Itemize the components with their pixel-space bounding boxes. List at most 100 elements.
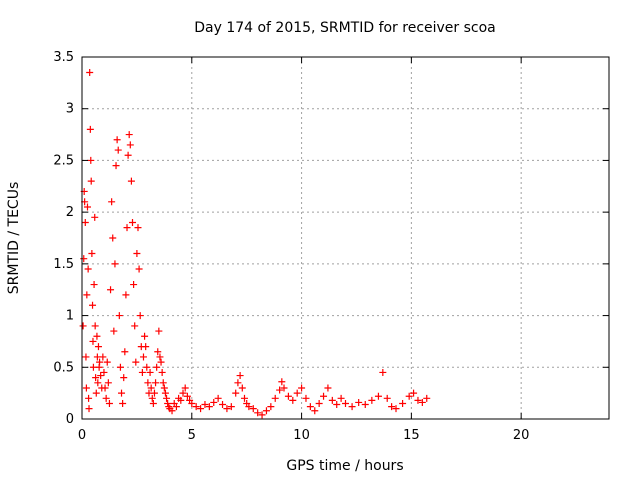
data-point (94, 379, 102, 387)
data-point (368, 396, 376, 404)
data-point (139, 353, 147, 361)
data-point (108, 198, 116, 206)
x-tick-label: 5 (188, 428, 196, 443)
data-point (148, 394, 156, 402)
data-point (158, 368, 166, 376)
data-point (388, 403, 396, 411)
data-point (249, 405, 257, 413)
data-point (276, 386, 284, 394)
data-point (163, 394, 171, 402)
data-point (324, 384, 332, 392)
data-point (147, 384, 155, 392)
data-point (236, 372, 244, 380)
data-point (328, 396, 336, 404)
data-point (293, 389, 301, 397)
data-point (126, 141, 134, 149)
data-point (205, 403, 213, 411)
data-point (278, 378, 286, 386)
data-point (103, 358, 111, 366)
data-point (110, 327, 118, 335)
x-axis-label: GPS time / hours (286, 458, 403, 474)
data-point (130, 281, 138, 289)
data-point (418, 398, 426, 406)
y-tick-label: 2 (66, 205, 74, 220)
data-point (142, 343, 150, 351)
data-point (342, 399, 349, 407)
y-tick-label: 1 (66, 309, 74, 324)
data-point (192, 403, 200, 411)
data-point (374, 392, 382, 400)
data-point (83, 203, 91, 211)
data-point (315, 399, 323, 407)
data-point (89, 337, 97, 345)
data-point (136, 312, 144, 320)
data-point (79, 322, 87, 330)
data-point (320, 392, 328, 400)
data-point (153, 363, 161, 371)
data-point (135, 265, 143, 273)
grid-lines (82, 57, 609, 419)
data-point (183, 392, 191, 400)
data-point (87, 177, 95, 185)
data-point (383, 394, 391, 402)
x-tick-label: 0 (78, 428, 86, 443)
data-point (337, 394, 345, 402)
data-point (133, 250, 141, 258)
data-point (116, 363, 124, 371)
data-point (172, 403, 180, 411)
data-point (197, 405, 205, 413)
data-point (92, 374, 100, 382)
axis-ticks: 0 0.5 1 1.5 2 2.5 3 3.5 0 5 10 15 20 (53, 50, 609, 443)
data-point (156, 353, 164, 361)
data-point (405, 392, 413, 400)
x-tick-label: 20 (513, 428, 530, 443)
data-point (164, 399, 172, 407)
data-points (79, 69, 431, 419)
data-point (82, 384, 90, 392)
data-point (92, 389, 100, 397)
data-point (232, 389, 240, 397)
data-point (298, 384, 306, 392)
data-point (154, 348, 162, 356)
data-point (149, 399, 157, 407)
y-tick-label: 0 (66, 412, 74, 427)
data-point (85, 405, 93, 413)
data-point (120, 374, 128, 382)
data-point (88, 250, 96, 258)
data-point (284, 392, 292, 400)
data-point (82, 353, 90, 361)
x-tick-label: 15 (403, 428, 420, 443)
data-point (115, 312, 123, 320)
data-point (97, 372, 105, 380)
data-point (129, 218, 137, 226)
data-point (410, 389, 418, 397)
data-point (152, 379, 160, 387)
plot-frame (81, 56, 610, 420)
data-point (361, 401, 369, 409)
data-point (333, 401, 341, 409)
data-point (119, 399, 127, 407)
data-point (124, 151, 132, 159)
data-point (84, 265, 92, 273)
data-point (223, 405, 231, 413)
y-tick-label: 3.5 (53, 50, 74, 65)
data-point (107, 286, 115, 294)
data-point (132, 358, 140, 366)
data-point (280, 384, 288, 392)
data-point (111, 260, 119, 268)
data-point (91, 213, 99, 221)
data-point (379, 368, 387, 376)
data-point (254, 409, 262, 417)
data-point (102, 394, 110, 402)
data-point (267, 403, 275, 411)
chart-title: Day 174 of 2015, SRMTID for receiver sco… (194, 20, 496, 36)
data-point (414, 396, 422, 404)
data-point (91, 322, 99, 330)
data-point (134, 224, 142, 232)
data-point (157, 358, 165, 366)
data-point (161, 389, 169, 397)
data-point (392, 405, 400, 413)
data-point (114, 146, 122, 154)
data-point (81, 218, 89, 226)
data-point (201, 401, 209, 409)
